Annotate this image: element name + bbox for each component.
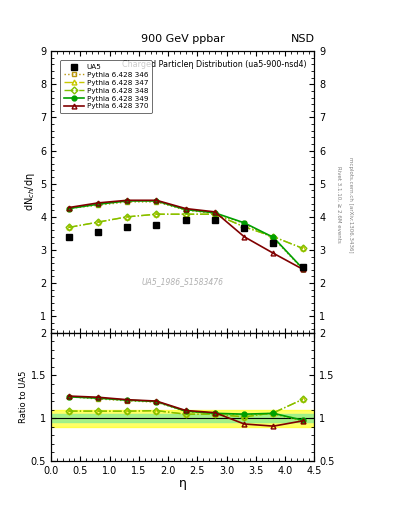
Pythia 6.428 370	[66, 204, 71, 210]
Pythia 6.428 349	[242, 220, 246, 226]
Pythia 6.428 349	[66, 205, 71, 211]
Pythia 6.428 370	[271, 250, 276, 257]
Text: NSD: NSD	[290, 33, 314, 44]
Pythia 6.428 348	[242, 224, 246, 230]
Pythia 6.428 347	[300, 245, 305, 251]
Pythia 6.428 348	[154, 211, 159, 217]
Pythia 6.428 348	[213, 211, 217, 217]
Pythia 6.428 347	[242, 224, 246, 230]
Pythia 6.428 346	[271, 236, 276, 242]
Line: Pythia 6.428 349: Pythia 6.428 349	[66, 199, 305, 271]
UA5	[242, 225, 246, 231]
Pythia 6.428 348	[271, 233, 276, 240]
Pythia 6.428 370	[300, 266, 305, 272]
UA5	[183, 217, 188, 223]
Pythia 6.428 349	[95, 201, 100, 207]
Pythia 6.428 370	[183, 205, 188, 211]
Pythia 6.428 347	[213, 211, 217, 217]
Bar	[51, 414, 314, 422]
Pythia 6.428 347	[125, 214, 130, 220]
Line: Pythia 6.428 347: Pythia 6.428 347	[66, 212, 305, 251]
Line: Pythia 6.428 370: Pythia 6.428 370	[66, 198, 305, 272]
Pythia 6.428 347	[95, 219, 100, 225]
Pythia 6.428 347	[183, 211, 188, 217]
UA5	[213, 217, 217, 223]
Pythia 6.428 346	[242, 220, 246, 226]
Pythia 6.428 346	[300, 266, 305, 272]
UA5	[125, 224, 130, 230]
Pythia 6.428 370	[154, 197, 159, 203]
Line: Pythia 6.428 348: Pythia 6.428 348	[66, 212, 305, 251]
Pythia 6.428 348	[66, 224, 71, 230]
Text: mcplots.cern.ch [arXiv:1306.3436]: mcplots.cern.ch [arXiv:1306.3436]	[348, 157, 353, 252]
Text: UA5_1986_S1583476: UA5_1986_S1583476	[142, 278, 224, 287]
Pythia 6.428 346	[125, 199, 130, 205]
Pythia 6.428 349	[154, 198, 159, 204]
Pythia 6.428 370	[213, 209, 217, 215]
Pythia 6.428 348	[183, 211, 188, 217]
Pythia 6.428 348	[300, 245, 305, 251]
Pythia 6.428 348	[95, 219, 100, 225]
UA5	[66, 233, 71, 240]
Line: Pythia 6.428 346: Pythia 6.428 346	[66, 200, 305, 272]
Pythia 6.428 346	[95, 202, 100, 208]
UA5	[95, 229, 100, 235]
UA5	[300, 264, 305, 270]
Pythia 6.428 346	[154, 199, 159, 205]
Text: 900 GeV ppbar: 900 GeV ppbar	[141, 33, 225, 44]
Y-axis label: Ratio to UA5: Ratio to UA5	[19, 371, 28, 423]
Pythia 6.428 349	[183, 206, 188, 212]
Pythia 6.428 370	[95, 200, 100, 206]
Pythia 6.428 346	[183, 207, 188, 214]
Y-axis label: dN$_{ch}$/dη: dN$_{ch}$/dη	[23, 173, 37, 211]
Pythia 6.428 349	[213, 210, 217, 216]
Text: Rivet 3.1.10, ≥ 2.6M events: Rivet 3.1.10, ≥ 2.6M events	[336, 166, 341, 243]
Pythia 6.428 349	[300, 265, 305, 271]
Pythia 6.428 349	[271, 234, 276, 241]
UA5	[154, 222, 159, 228]
Pythia 6.428 347	[66, 224, 71, 230]
Pythia 6.428 346	[66, 205, 71, 211]
Pythia 6.428 370	[125, 197, 130, 203]
X-axis label: η: η	[179, 477, 187, 490]
Pythia 6.428 349	[125, 198, 130, 204]
Pythia 6.428 348	[125, 214, 130, 220]
Bar	[51, 410, 314, 426]
Pythia 6.428 370	[242, 233, 246, 240]
Pythia 6.428 347	[271, 233, 276, 240]
Legend: UA5, Pythia 6.428 346, Pythia 6.428 347, Pythia 6.428 348, Pythia 6.428 349, Pyt: UA5, Pythia 6.428 346, Pythia 6.428 347,…	[60, 60, 152, 113]
Pythia 6.428 346	[213, 210, 217, 217]
Pythia 6.428 347	[154, 211, 159, 217]
Text: Charged Particleη Distribution (ua5-900-nsd4): Charged Particleη Distribution (ua5-900-…	[122, 60, 307, 69]
Line: UA5: UA5	[66, 218, 305, 269]
UA5	[271, 240, 276, 246]
